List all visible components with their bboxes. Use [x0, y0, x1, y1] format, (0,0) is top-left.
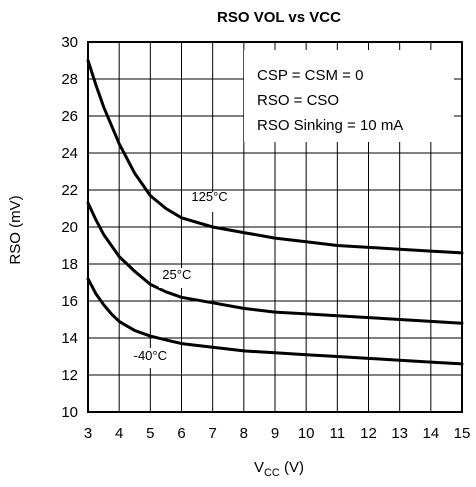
y-axis-label: RSO (mV)	[7, 195, 24, 264]
x-tick-label: 10	[298, 425, 315, 442]
series-label: 25°C	[162, 267, 191, 282]
annotation-text: CSP = CSM = 0	[257, 67, 363, 84]
annotation-box: CSP = CSM = 0 RSO = CSO RSO Sinking = 10 m…	[244, 50, 454, 142]
tick-labels: 3 4 5 6 7 8 9 10 11 12 13 14 15 10 12 14 16 18 20 22 24 26 28 3…	[61, 34, 470, 442]
y-tick-label: 18	[61, 256, 78, 273]
x-tick-label: 11	[330, 425, 346, 442]
series-label-background	[127, 348, 179, 368]
series-layer: 125°C 25°C -40°C	[86, 59, 464, 368]
annotation-background	[244, 50, 454, 142]
plot-frame	[87, 41, 463, 413]
y-tick-label: 14	[61, 330, 78, 347]
y-tick-label: 12	[61, 367, 78, 384]
y-tick-label: 26	[61, 108, 78, 125]
x-tick-label: 4	[115, 425, 123, 442]
x-tick-label: 9	[271, 425, 279, 442]
x-axis-label-unit: (V)	[280, 459, 304, 476]
x-tick-label: 5	[146, 425, 154, 442]
x-axis-label-main: V	[254, 459, 264, 476]
x-tick-label: 3	[84, 425, 92, 442]
chart-title: RSO VOL vs VCC	[217, 9, 341, 26]
x-axis-label-sub: CC	[264, 467, 280, 479]
series-label-background	[159, 268, 207, 288]
annotation-text: RSO = CSO	[257, 92, 339, 109]
x-tick-label: 7	[208, 425, 216, 442]
x-tick-label: 13	[391, 425, 408, 442]
x-axis-label: VCC (V)	[254, 459, 304, 479]
series-label: 125°C	[191, 189, 227, 204]
x-tick-label: 15	[454, 425, 471, 442]
y-tick-label: 24	[61, 145, 78, 162]
y-tick-label: 10	[61, 404, 78, 421]
annotation-text: RSO Sinking = 10 mA	[257, 117, 403, 134]
series-label-background	[183, 192, 243, 212]
x-tick-label: 8	[240, 425, 248, 442]
y-tick-label: 28	[61, 71, 78, 88]
series-line	[86, 59, 464, 255]
series-line	[86, 201, 464, 325]
series-label: -40°C	[134, 348, 167, 363]
y-tick-label: 30	[61, 34, 78, 51]
y-tick-label: 22	[61, 182, 78, 199]
x-tick-label: 6	[177, 425, 185, 442]
x-tick-label: 14	[422, 425, 439, 442]
series-line	[86, 277, 464, 366]
y-tick-label: 16	[61, 293, 78, 310]
x-tick-label: 12	[360, 425, 377, 442]
y-tick-label: 20	[61, 219, 78, 236]
